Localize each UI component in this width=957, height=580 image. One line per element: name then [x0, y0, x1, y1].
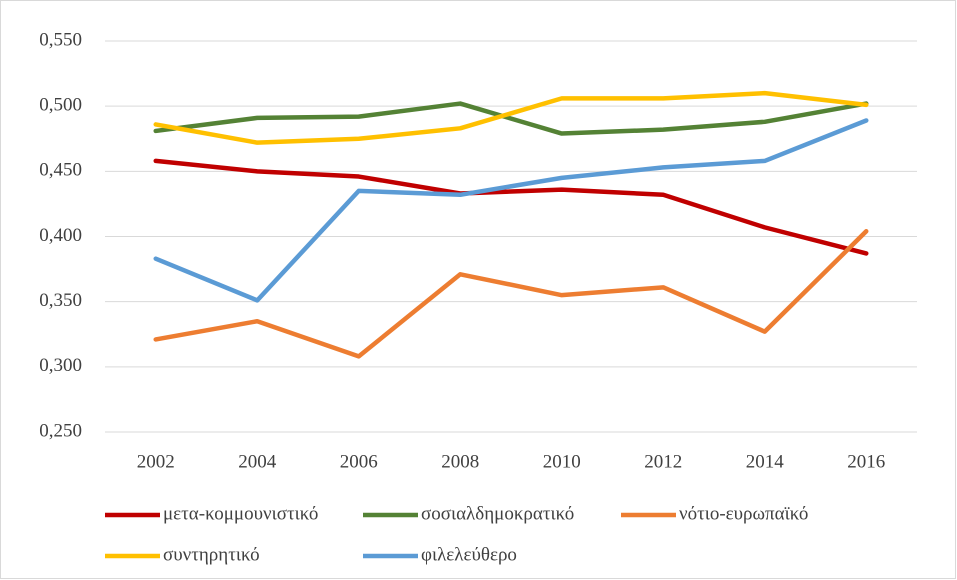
series-line — [153, 158, 869, 256]
x-tick-label: 2004 — [238, 451, 277, 472]
x-tick-label: 2002 — [137, 451, 175, 472]
series-line — [153, 229, 869, 359]
legend-label: συντηρητικό — [163, 544, 260, 565]
series-line — [153, 118, 869, 303]
x-tick-label: 2010 — [543, 451, 581, 472]
y-tick-label: 0,500 — [39, 95, 82, 116]
series-line — [153, 101, 869, 136]
legend-label: σοσιαλδημοκρατικό — [421, 503, 574, 524]
x-tick-label: 2006 — [340, 451, 378, 472]
x-tick-label: 2012 — [644, 451, 682, 472]
legend-label: μετα-κομμουνιστικό — [163, 503, 318, 524]
y-tick-label: 0,450 — [39, 160, 82, 181]
y-tick-label: 0,550 — [39, 29, 82, 50]
y-tick-label: 0,350 — [39, 290, 82, 311]
x-tick-label: 2008 — [441, 451, 479, 472]
x-tick-label: 2016 — [847, 451, 885, 472]
y-tick-label: 0,300 — [39, 355, 82, 376]
series-line — [153, 90, 869, 145]
y-tick-label: 0,250 — [39, 420, 82, 441]
legend-label: φιλελεύθερο — [421, 544, 517, 565]
legend-label: νότιο-ευρωπαϊκό — [679, 503, 808, 524]
x-tick-label: 2014 — [746, 451, 785, 472]
y-tick-label: 0,400 — [39, 225, 82, 246]
